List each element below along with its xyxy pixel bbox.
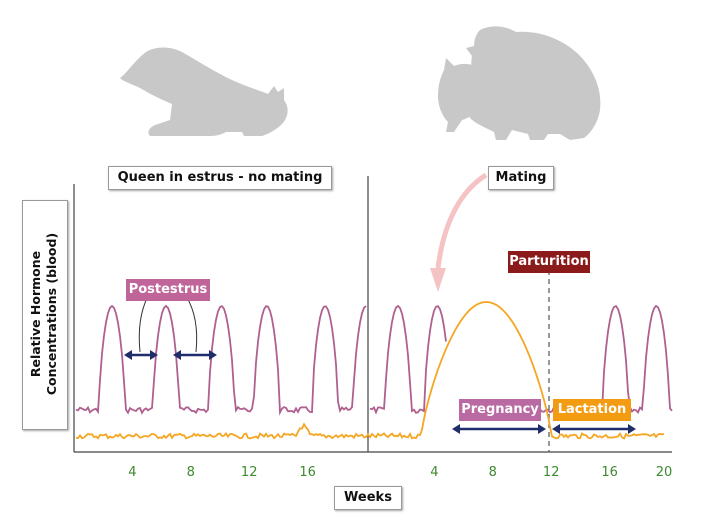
right-panel-label: Mating <box>488 166 554 190</box>
pregnancy-arrow <box>452 424 546 434</box>
postestrus-connectors <box>139 296 196 352</box>
x-tick-label-left: 8 <box>187 465 195 480</box>
x-tick-label-left: 16 <box>299 465 316 480</box>
lactation-arrow <box>552 424 636 434</box>
pregnancy-tag: Pregnancy <box>459 399 541 421</box>
x-tick-label-left: 12 <box>241 465 258 480</box>
x-tick-label-right: 12 <box>543 465 560 480</box>
parturition-tag: Parturition <box>508 251 590 273</box>
estrogen-line-right-a <box>370 306 446 413</box>
estrogen-series <box>76 306 672 413</box>
postestrus-arrow-1 <box>124 350 158 360</box>
left-panel-label: Queen in estrus - no mating <box>108 166 332 190</box>
phase-arrows <box>124 350 636 434</box>
cat-estrus-icon <box>120 48 288 137</box>
x-tick-label-right: 20 <box>656 465 673 480</box>
mating-arrow <box>430 175 486 292</box>
postestrus-tag: Postestrus <box>126 279 210 301</box>
x-axis-label: Weeks <box>334 486 402 510</box>
x-tick-label-right: 16 <box>601 465 618 480</box>
x-tick-label-left: 4 <box>128 465 136 480</box>
estrogen-line-right-b <box>540 306 672 413</box>
x-tick-labels: 4 8 12 16 4 8 12 16 20 <box>128 465 672 480</box>
estrogen-line-left <box>76 306 366 413</box>
postestrus-arrow-2 <box>173 350 217 360</box>
y-axis-label: Relative Hormone Concentrations (blood) <box>28 233 60 395</box>
x-tick-label-right: 4 <box>430 465 438 480</box>
lactation-tag: Lactation <box>553 399 631 421</box>
x-tick-label-right: 8 <box>489 465 497 480</box>
cats-mating-icon <box>438 26 600 140</box>
